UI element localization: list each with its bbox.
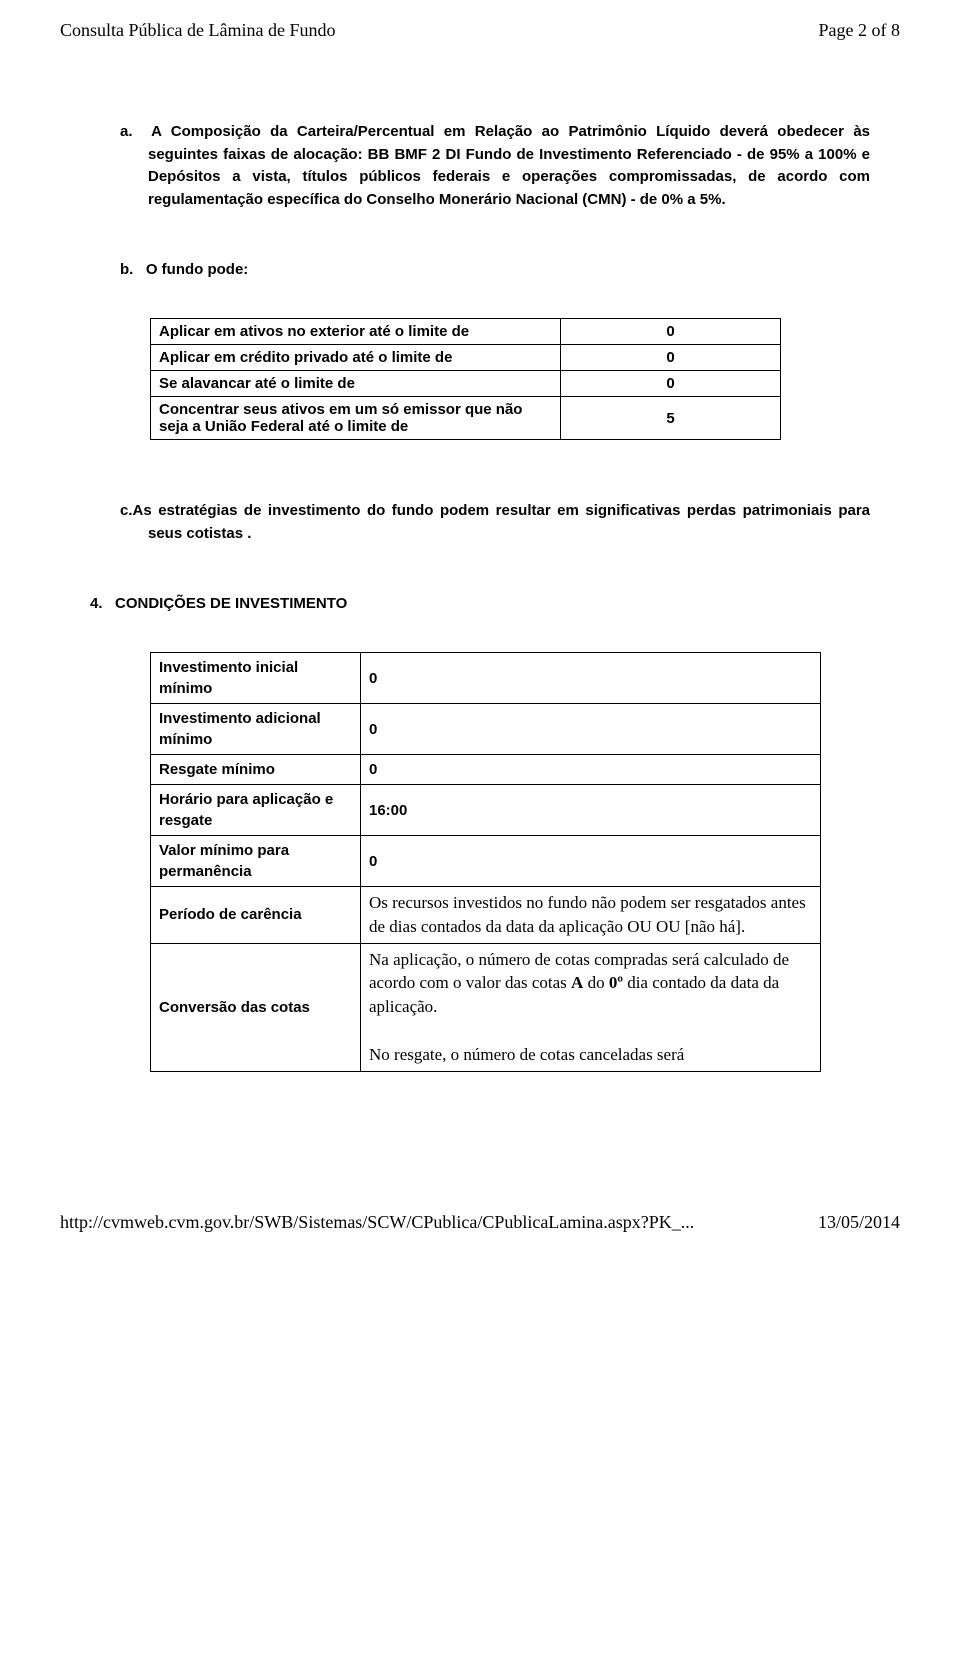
row-value: 0 [561, 319, 781, 345]
row-label: Período de carência [151, 887, 361, 944]
page-header: Consulta Pública de Lâmina de Fundo Page… [60, 20, 900, 41]
section-a: a. A Composição da Carteira/Percentual e… [120, 121, 870, 211]
table-row: Horário para aplicação e resgate16:00 [151, 785, 821, 836]
table-row: Valor mínimo para permanência0 [151, 836, 821, 887]
row-label: Resgate mínimo [151, 755, 361, 785]
row-value: 16:00 [361, 785, 821, 836]
row-label: Concentrar seus ativos em um só emissor … [151, 397, 561, 440]
row-label: Investimento inicial mínimo [151, 653, 361, 704]
conversao-para2: No resgate, o número de cotas canceladas… [369, 1043, 812, 1067]
row-value: Na aplicação, o número de cotas comprada… [361, 943, 821, 1071]
row-label: Aplicar em crédito privado até o limite … [151, 345, 561, 371]
footer-url: http://cvmweb.cvm.gov.br/SWB/Sistemas/SC… [60, 1212, 694, 1233]
table-row: Período de carênciaOs recursos investido… [151, 887, 821, 944]
row-value: 0 [361, 836, 821, 887]
row-value: 0 [361, 755, 821, 785]
row-value: Os recursos investidos no fundo não pode… [361, 887, 821, 944]
table-row-conversao: Conversão das cotasNa aplicação, o númer… [151, 943, 821, 1071]
row-label: Investimento adicional mínimo [151, 704, 361, 755]
footer-date: 13/05/2014 [818, 1212, 900, 1233]
bold-A: A [571, 973, 583, 992]
page-footer: http://cvmweb.cvm.gov.br/SWB/Sistemas/SC… [0, 1212, 960, 1253]
row-label: Horário para aplicação e resgate [151, 785, 361, 836]
row-label: Se alavancar até o limite de [151, 371, 561, 397]
row-label: Aplicar em ativos no exterior até o limi… [151, 319, 561, 345]
header-title: Consulta Pública de Lâmina de Fundo [60, 20, 335, 41]
table-fundo-pode: Aplicar em ativos no exterior até o limi… [150, 318, 781, 440]
row-value: 0 [361, 653, 821, 704]
row-value: 0 [361, 704, 821, 755]
row-label: Conversão das cotas [151, 943, 361, 1071]
table-row: Aplicar em ativos no exterior até o limi… [151, 319, 781, 345]
row-value: 0 [561, 345, 781, 371]
section-a-text: a. A Composição da Carteira/Percentual e… [120, 121, 870, 211]
header-pageinfo: Page 2 of 8 [819, 20, 900, 41]
table-row: Aplicar em crédito privado até o limite … [151, 345, 781, 371]
row-value: 5 [561, 397, 781, 440]
table-row: Investimento inicial mínimo0 [151, 653, 821, 704]
bold-0: 0º [609, 973, 623, 992]
section-b-label: b. O fundo pode: [120, 261, 900, 278]
row-value: 0 [561, 371, 781, 397]
table-row: Investimento adicional mínimo0 [151, 704, 821, 755]
section-c: c.As estratégias de investimento do fund… [120, 500, 870, 545]
table-row: Concentrar seus ativos em um só emissor … [151, 397, 781, 440]
conversao-para1: Na aplicação, o número de cotas comprada… [369, 948, 812, 1019]
table-condicoes: Investimento inicial mínimo0Investimento… [150, 652, 821, 1072]
section-c-text: c.As estratégias de investimento do fund… [120, 500, 870, 545]
section-4-label: 4. CONDIÇÕES DE INVESTIMENTO [90, 595, 900, 612]
table-row: Resgate mínimo0 [151, 755, 821, 785]
table-row: Se alavancar até o limite de0 [151, 371, 781, 397]
row-label: Valor mínimo para permanência [151, 836, 361, 887]
page-container: Consulta Pública de Lâmina de Fundo Page… [0, 0, 960, 1152]
